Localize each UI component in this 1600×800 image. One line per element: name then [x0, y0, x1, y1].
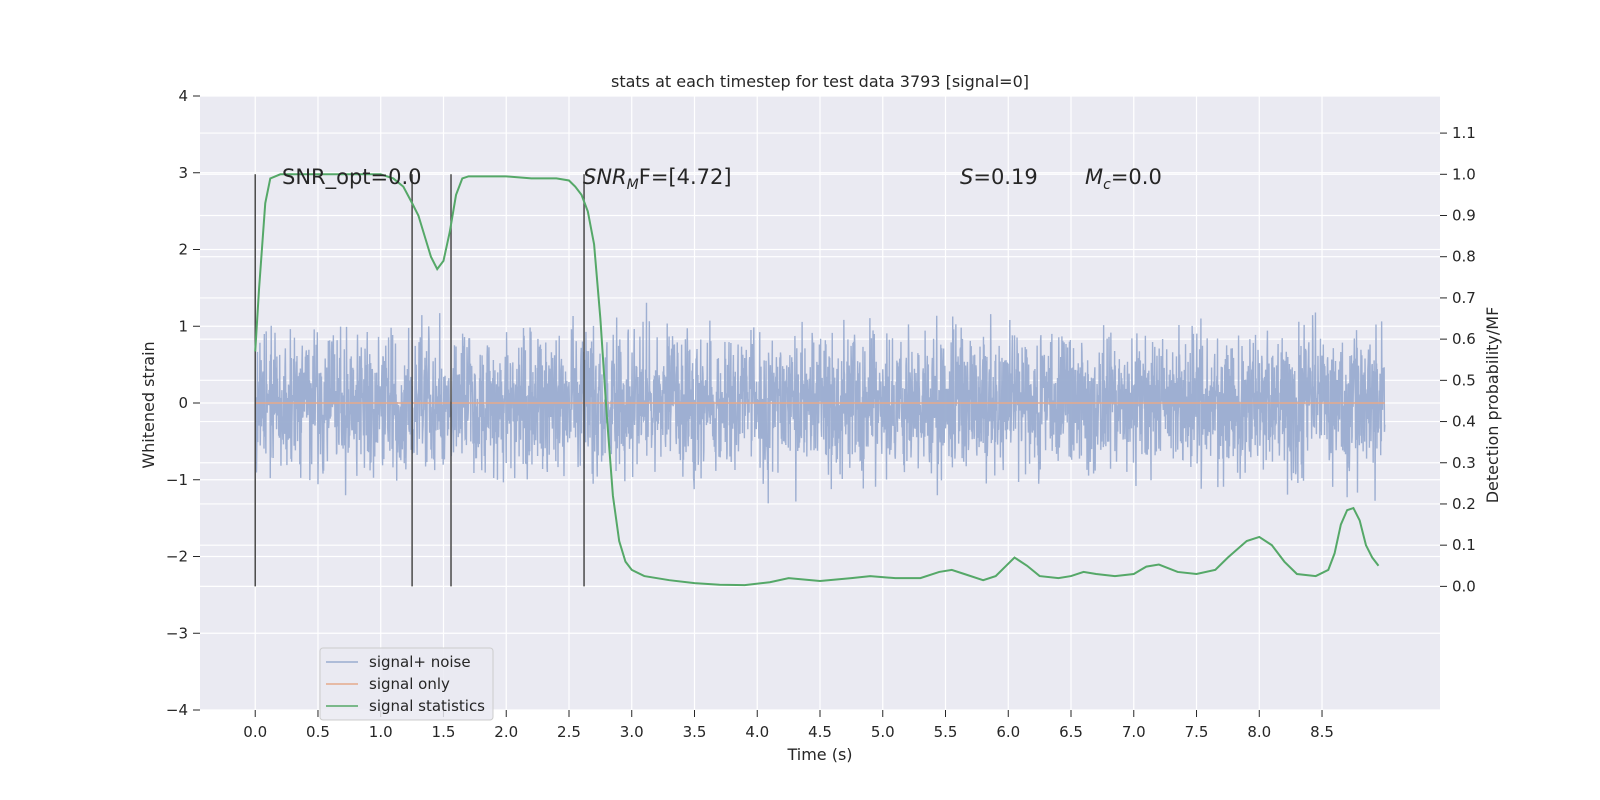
x-tick-label: 5.0 — [871, 723, 895, 741]
legend-label-stats: signal statistics — [369, 697, 485, 715]
x-tick-label: 1.0 — [369, 723, 393, 741]
y-tick-label: 0 — [178, 394, 188, 412]
x-tick-label: 8.5 — [1310, 723, 1334, 741]
y2-tick-label: 1.0 — [1452, 165, 1476, 183]
signal-plus-noise-series — [254, 302, 1386, 504]
legend-label-signal: signal only — [369, 675, 450, 693]
x-tick-label: 4.5 — [808, 723, 832, 741]
x-tick-label: 3.5 — [683, 723, 707, 741]
x-tick-label: 1.5 — [432, 723, 456, 741]
x-tick-label: 3.0 — [620, 723, 644, 741]
annotations: SNR_opt=0.0 SNRMF=[4.72] S=0.19 Mc=0.0 — [282, 165, 1162, 193]
y-tick-label: −3 — [166, 624, 188, 642]
y-tick-label: −2 — [166, 548, 188, 566]
y2-axis-label: Detection probability/MF — [1483, 307, 1502, 504]
y-tick-label: 2 — [178, 241, 188, 259]
y2-tick-label: 0.2 — [1452, 495, 1476, 513]
legend-box — [319, 647, 494, 721]
x-tick-label: 6.0 — [996, 723, 1020, 741]
y2-tick-label: 0.7 — [1452, 289, 1476, 307]
y2-tick-label: 0.4 — [1452, 413, 1476, 431]
y-tick-label: −4 — [166, 701, 188, 719]
y-axis-label: Whitened strain — [139, 341, 158, 468]
grid — [200, 95, 1440, 711]
annotation-mc: Mc=0.0 — [1085, 165, 1162, 193]
y2-tick-label: 0.0 — [1452, 577, 1476, 595]
annotation-snr-mf: SNRMF=[4.72] — [583, 165, 732, 193]
y-tick-label: −1 — [166, 471, 188, 489]
y-tick-label: 3 — [178, 164, 188, 182]
x-tick-label: 0.5 — [306, 723, 330, 741]
y2-tick-label: 0.3 — [1452, 454, 1476, 472]
y2-tick-label: 0.5 — [1452, 371, 1476, 389]
marker-lines — [254, 174, 585, 587]
axes: −4 −3 −2 −1 0 1 2 3 4 0.0 0.1 0.2 0.3 0.4 0.5 0.6 0.7 0.8… — [166, 87, 1476, 741]
x-tick-label: 7.5 — [1185, 723, 1209, 741]
signal-statistics-line — [254, 173, 1380, 587]
x-tick-label: 5.5 — [934, 723, 958, 741]
y2-tick-label: 0.6 — [1452, 330, 1476, 348]
y2-tick-label: 0.9 — [1452, 207, 1476, 225]
legend: signal+ noise signal only signal statist… — [319, 647, 494, 721]
annotation-snr-opt: SNR_opt=0.0 — [282, 165, 422, 190]
legend-label-noise: signal+ noise — [369, 653, 471, 671]
y2-tick-label: 1.1 — [1452, 124, 1476, 142]
annotation-s: S=0.19 — [960, 165, 1038, 189]
x-tick-label: 8.0 — [1247, 723, 1271, 741]
x-tick-label: 2.0 — [494, 723, 518, 741]
x-tick-label: 2.5 — [557, 723, 581, 741]
y2-tick-label: 0.1 — [1452, 536, 1476, 554]
x-tick-label: 0.0 — [243, 723, 267, 741]
x-axis-label: Time (s) — [786, 745, 852, 764]
y-tick-label: 4 — [178, 87, 188, 105]
signal-statistics-series — [254, 173, 1380, 587]
x-tick-label: 7.0 — [1122, 723, 1146, 741]
y2-tick-label: 0.8 — [1452, 248, 1476, 266]
signal-plus-noise-line — [254, 302, 1386, 504]
x-tick-label: 6.5 — [1059, 723, 1083, 741]
y-tick-label: 1 — [178, 317, 188, 335]
chart-title: stats at each timestep for test data 379… — [611, 72, 1029, 91]
x-tick-label: 4.0 — [745, 723, 769, 741]
